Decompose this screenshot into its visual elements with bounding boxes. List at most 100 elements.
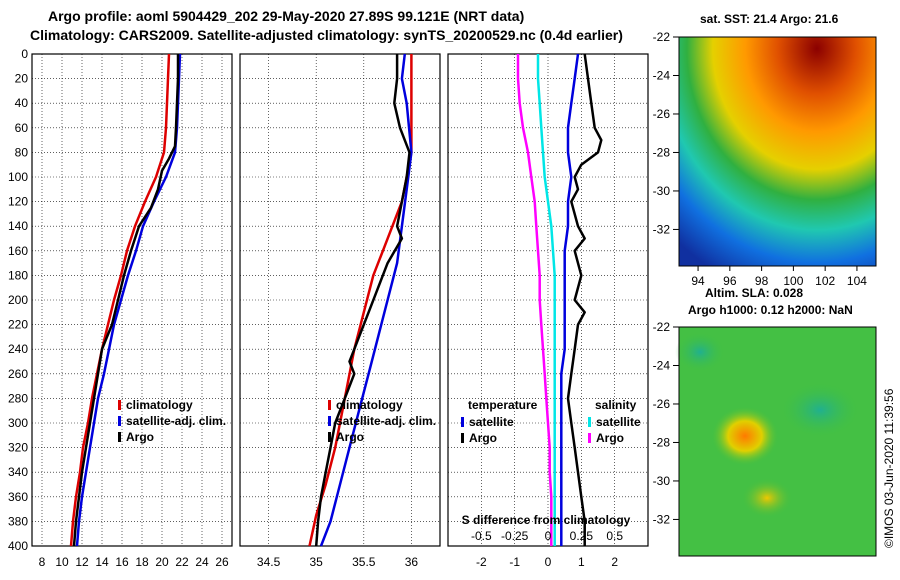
series-line-blue	[560, 53, 580, 546]
x-tick-label: 24	[195, 555, 209, 569]
series-line-black	[566, 53, 603, 546]
y-tick-label: 80	[15, 145, 29, 159]
x-tick-label: 22	[175, 555, 189, 569]
legend-swatch-red	[118, 400, 121, 410]
x-tick-label: 36	[405, 555, 419, 569]
legend-label: Argo	[126, 430, 154, 444]
y-tick-label: 300	[8, 416, 28, 430]
y-tick-label: 280	[8, 391, 28, 405]
legend-swatch-blue	[118, 416, 121, 426]
legend-swatch-magenta	[588, 433, 591, 443]
y-tick-label: 100	[8, 170, 28, 184]
profile-title: Argo profile: aoml 5904429_202 29-May-20…	[48, 8, 525, 24]
legend-swatch-black	[118, 432, 121, 442]
x2-tick-label: 0	[545, 529, 552, 543]
x-tick-label: 35	[310, 555, 324, 569]
lat-tick-label: -28	[653, 145, 671, 159]
x2-tick-label: 0.5	[606, 529, 623, 543]
x2-axis-label: S difference from climatology	[462, 513, 631, 527]
lon-tick-label: 98	[755, 274, 769, 288]
x-tick-label: 16	[115, 555, 129, 569]
sla-map-label: Altim. SLA: 0.028	[705, 286, 804, 300]
series-line-red	[69, 53, 171, 547]
y-tick-label: 340	[8, 465, 28, 479]
legend-label: Argo	[596, 431, 624, 445]
y-tick-label: 60	[15, 121, 29, 135]
lat-tick-label: -30	[653, 474, 671, 488]
x-tick-label: 26	[215, 555, 229, 569]
x-tick-label: -1	[509, 555, 520, 569]
legend-swatch-cyan	[588, 417, 591, 427]
x-tick-label: -2	[476, 555, 487, 569]
legend-swatch-black	[461, 433, 464, 443]
y-tick-label: 200	[8, 293, 28, 307]
y-tick-label: 120	[8, 195, 28, 209]
legend-swatch-blue	[461, 417, 464, 427]
lat-tick-label: -22	[653, 320, 671, 334]
y-tick-label: 380	[8, 514, 28, 528]
series-line-magenta	[516, 54, 553, 546]
lat-tick-label: -32	[653, 512, 671, 526]
lat-tick-label: -24	[653, 68, 671, 82]
lat-tick-label: -26	[653, 107, 671, 121]
argo-height-label: Argo h1000: 0.12 h2000: NaN	[688, 303, 853, 317]
legend-swatch-red	[328, 400, 331, 410]
sst-map-image	[679, 37, 876, 266]
legend-label: satellite-adj. clim.	[336, 414, 436, 428]
x2-tick-label: 0.25	[570, 529, 594, 543]
x-tick-label: 34.5	[257, 555, 281, 569]
x2-tick-label: -0.25	[501, 529, 529, 543]
series-line-black	[314, 54, 411, 547]
y-tick-label: 180	[8, 268, 28, 282]
legend-label: Argo	[469, 431, 497, 445]
sst-map-label: sat. SST: 21.4 Argo: 21.6	[700, 12, 839, 26]
series-line-cyan	[536, 54, 556, 546]
lat-tick-label: -22	[653, 30, 671, 44]
series-line-black	[72, 54, 180, 547]
lat-tick-label: -26	[653, 397, 671, 411]
y-tick-label: 240	[8, 342, 28, 356]
y-tick-label: 0	[21, 47, 28, 61]
sst-map	[678, 36, 877, 267]
x-tick-label: 2	[611, 555, 618, 569]
x-tick-label: 10	[55, 555, 69, 569]
lat-tick-label: -24	[653, 358, 671, 372]
legend-label: climatology	[126, 398, 193, 412]
legend-swatch-blue	[328, 416, 331, 426]
x-tick-label: 8	[39, 555, 46, 569]
y-tick-label: 140	[8, 219, 28, 233]
lon-tick-label: 94	[691, 274, 705, 288]
x-tick-label: 12	[75, 555, 89, 569]
y-tick-label: 220	[8, 318, 28, 332]
lon-tick-label: 104	[847, 274, 867, 288]
legend-label: satellite-adj. clim.	[126, 414, 226, 428]
x-tick-label: 20	[155, 555, 169, 569]
y-tick-label: 400	[8, 539, 28, 553]
legend-label: Argo	[336, 430, 364, 444]
x-tick-label: 0	[545, 555, 552, 569]
climatology-subtitle: Climatology: CARS2009. Satellite-adjuste…	[30, 27, 623, 43]
lat-tick-label: -28	[653, 435, 671, 449]
y-tick-label: 320	[8, 441, 28, 455]
x-tick-label: 18	[135, 555, 149, 569]
x-tick-label: 1	[578, 555, 585, 569]
lon-tick-label: 96	[723, 274, 737, 288]
lon-tick-label: 100	[783, 274, 803, 288]
series-line-blue	[319, 53, 413, 547]
lat-tick-label: -30	[653, 184, 671, 198]
legend-label: climatology	[336, 398, 403, 412]
x-tick-label: 14	[95, 555, 109, 569]
legend-swatch-black	[328, 432, 331, 442]
y-tick-label: 160	[8, 244, 28, 258]
y-tick-label: 260	[8, 367, 28, 381]
legend-title-salinity: salinity	[595, 398, 637, 412]
legend-label: satellite	[469, 415, 514, 429]
y-tick-label: 40	[15, 96, 29, 110]
legend-label: satellite	[596, 415, 641, 429]
sla-map	[675, 326, 877, 557]
y-tick-label: 360	[8, 490, 28, 504]
x-tick-label: 35.5	[352, 555, 376, 569]
x2-tick-label: -0.5	[471, 529, 492, 543]
y-tick-label: 20	[15, 72, 29, 86]
